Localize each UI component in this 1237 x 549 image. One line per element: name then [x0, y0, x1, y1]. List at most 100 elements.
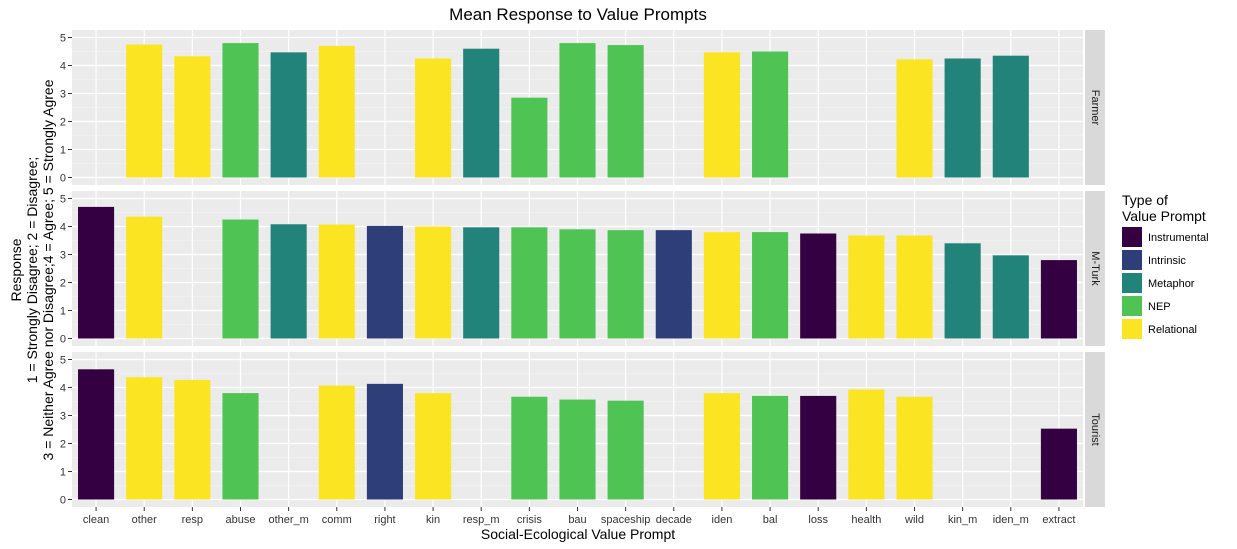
bar-tourist-bal [752, 395, 789, 500]
bar-tourist-bau [559, 399, 596, 500]
y-tick-label: 1 [60, 306, 66, 318]
facet-label-farmer: Farmer [1089, 90, 1101, 126]
y-tick-label: 4 [60, 383, 66, 395]
x-tick-label-extract: extract [1042, 514, 1075, 526]
bar-tourist-comm [318, 385, 355, 500]
x-tick-label-bal: bal [763, 514, 778, 526]
bar-farmer-kin [415, 58, 452, 178]
y-tick-label: 0 [60, 173, 66, 185]
facet-strip [1085, 352, 1105, 507]
chart-title: Mean Response to Value Prompts [449, 5, 707, 24]
bar-m-turk-wild [896, 235, 933, 339]
bar-m-turk-bau [559, 229, 596, 339]
legend-swatch [1122, 273, 1142, 293]
y-tick-label: 4 [60, 61, 66, 73]
legend-item-nep: NEP [1122, 296, 1171, 316]
legend-item-relational: Relational [1122, 319, 1197, 339]
bar-farmer-wild [896, 59, 933, 178]
x-tick-label-other: other [132, 514, 157, 526]
bar-tourist-extract [1040, 428, 1077, 500]
y-axis-title-line-1: Response [8, 238, 24, 301]
facet-label-tourist: Tourist [1089, 413, 1101, 445]
panel-m-turk: 0 1 2 3 4 5 M-Turk [60, 191, 1105, 346]
bar-farmer-iden-m [992, 55, 1029, 178]
panel-tourist: 0 1 2 3 4 5 Tourist [60, 352, 1105, 507]
facet-label-m-turk: M-Turk [1089, 251, 1101, 286]
y-tick-label: 3 [60, 250, 66, 262]
bar-m-turk-iden [703, 232, 740, 339]
bar-tourist-kin [415, 393, 452, 500]
legend-label: Metaphor [1148, 278, 1195, 290]
bar-tourist-health [848, 389, 885, 500]
bar-m-turk-decade [655, 230, 692, 339]
bar-tourist-iden [703, 393, 740, 500]
bar-tourist-crisis [511, 396, 548, 500]
bar-tourist-loss [800, 395, 837, 500]
y-tick-label: 2 [60, 439, 66, 451]
y-tick-label: 0 [60, 334, 66, 346]
legend-label: NEP [1148, 301, 1171, 313]
bar-m-turk-iden-m [992, 255, 1029, 339]
bar-m-turk-resp-m [463, 227, 500, 339]
x-tick-label-resp-m: resp_m [463, 514, 500, 526]
bar-m-turk-loss [800, 233, 837, 339]
x-tick-label-loss: loss [808, 514, 828, 526]
x-tick-label-kin-m: kin_m [948, 514, 977, 526]
y-tick-label: 3 [60, 411, 66, 423]
x-tick-label-decade: decade [656, 514, 692, 526]
y-axis-title-line-2: 1 = Strongly Disagree; 2 = Disagree; [24, 157, 40, 383]
y-axis-title: Response 1 = Strongly Disagree; 2 = Disa… [8, 79, 56, 460]
bar-m-turk-kin [415, 226, 452, 339]
y-tick-label: 2 [60, 117, 66, 129]
bar-m-turk-other [126, 216, 163, 339]
x-tick-label-kin: kin [426, 514, 440, 526]
bar-farmer-resp-m [463, 48, 500, 178]
panel-farmer: 0 1 2 3 4 5 Farmer [60, 30, 1105, 185]
bar-m-turk-crisis [511, 227, 548, 339]
legend-swatch [1122, 296, 1142, 316]
x-axis-ticks: clean other resp abuse other_m comm right kin re… [83, 507, 1075, 526]
bar-farmer-other-m [270, 52, 307, 178]
y-axis-title-line-3: 3 = Neither Agree nor Disagree;4 = Agree… [40, 79, 56, 460]
bar-tourist-wild [896, 396, 933, 500]
y-tick-label: 4 [60, 222, 66, 234]
bar-farmer-resp [174, 56, 211, 178]
bar-m-turk-abuse [222, 219, 259, 339]
bar-m-turk-kin-m [944, 243, 981, 339]
legend-title-line-1: Type of [1122, 192, 1168, 208]
facet-strip [1085, 191, 1105, 346]
legend: Type of Value Prompt Instrumental Intrins… [1122, 192, 1209, 339]
bar-tourist-clean [78, 369, 115, 500]
legend-title-line-2: Value Prompt [1122, 208, 1206, 224]
y-tick-label: 3 [60, 89, 66, 101]
bar-farmer-other [126, 44, 163, 178]
legend-items: Instrumental Intrinsic Metaphor NEP Relation… [1122, 227, 1209, 339]
y-tick-label: 2 [60, 278, 66, 290]
facet-panels: 0 1 2 3 4 5 Farmer 0 1 2 3 4 5 M-Turk 0 1 2 3 4 5 Tourist [60, 30, 1105, 507]
y-tick-label: 1 [60, 467, 66, 479]
x-tick-label-bau: bau [568, 514, 586, 526]
bar-tourist-abuse [222, 393, 259, 500]
x-tick-label-abuse: abuse [226, 514, 256, 526]
bar-tourist-spaceship [607, 400, 644, 500]
bar-m-turk-bal [752, 232, 789, 339]
bar-farmer-kin-m [944, 58, 981, 178]
bar-m-turk-health [848, 235, 885, 339]
y-tick-label: 1 [60, 145, 66, 157]
x-tick-label-crisis: crisis [517, 514, 543, 526]
y-tick-label: 5 [60, 194, 66, 206]
x-tick-label-iden-m: iden_m [993, 514, 1029, 526]
legend-item-intrinsic: Intrinsic [1122, 250, 1186, 270]
bar-m-turk-right [366, 225, 403, 339]
legend-item-instrumental: Instrumental [1122, 227, 1209, 247]
x-tick-label-spaceship: spaceship [601, 514, 651, 526]
bar-farmer-comm [318, 45, 355, 178]
x-tick-label-wild: wild [904, 514, 924, 526]
facet-strip [1085, 30, 1105, 185]
y-tick-label: 0 [60, 495, 66, 507]
bar-m-turk-extract [1040, 260, 1077, 339]
bar-m-turk-clean [78, 206, 115, 339]
bar-m-turk-comm [318, 224, 355, 339]
x-tick-label-health: health [851, 514, 881, 526]
